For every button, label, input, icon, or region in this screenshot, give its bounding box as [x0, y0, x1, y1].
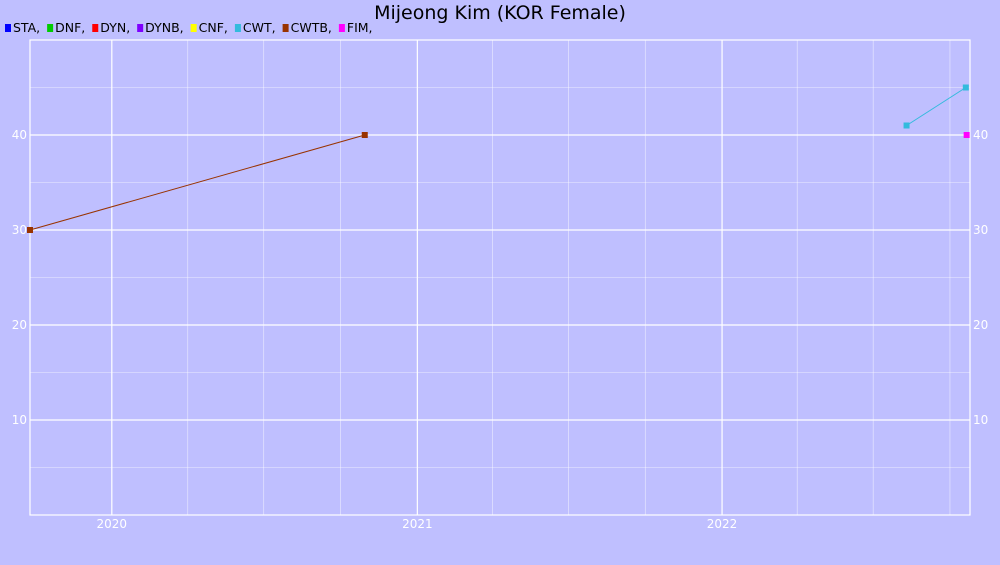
- y-tick-label-left-2: 30: [12, 223, 27, 237]
- y-tick-label-right-3: 40: [973, 128, 988, 142]
- y-tick-label-right-1: 20: [973, 318, 988, 332]
- grid: [30, 40, 970, 515]
- legend-swatch-5: [234, 24, 241, 32]
- point-fim-0: [963, 132, 970, 138]
- legend-label-1: DNF,: [55, 20, 85, 35]
- chart-title: Mijeong Kim (KOR Female): [374, 2, 626, 24]
- point-cwtb-0: [27, 227, 33, 233]
- point-cwtb-1: [361, 132, 368, 138]
- legend-label-6: CWTB,: [291, 20, 332, 35]
- x-axis: 2020 2021 2022: [97, 517, 738, 531]
- series-layer: [27, 84, 970, 233]
- y-tick-label-left-3: 40: [12, 128, 27, 142]
- legend-label-3: DYNB,: [145, 20, 183, 35]
- plot-border: [29, 39, 971, 516]
- legend-label-4: CNF,: [199, 20, 228, 35]
- legend-label-2: DYN,: [100, 20, 130, 35]
- legend-swatch-1: [47, 24, 54, 32]
- point-cwt-0: [903, 122, 910, 129]
- y-tick-label-right-0: 10: [973, 413, 988, 427]
- y-tick-label-left-0: 10: [12, 413, 27, 427]
- legend: STA, DNF, DYN, DYNB, CNF, CWT, CWTB, FIM,: [5, 20, 373, 35]
- series-line-cwtb: [29, 134, 365, 231]
- series-line-cwt: [906, 87, 967, 126]
- legend-label-7: FIM,: [347, 20, 373, 35]
- legend-label-5: CWT,: [243, 20, 276, 35]
- point-cwt-1: [962, 84, 969, 91]
- y-tick-label-right-2: 30: [973, 223, 988, 237]
- x-tick-label-2: 2022: [707, 517, 738, 531]
- legend-swatch-4: [190, 24, 197, 32]
- legend-swatch-3: [137, 24, 144, 32]
- legend-swatch-6: [282, 24, 289, 32]
- y-axis-left: 10 20 30 40: [12, 128, 27, 427]
- legend-label-0: STA,: [13, 20, 40, 35]
- plot-frame: [29, 39, 971, 516]
- legend-swatch-7: [338, 24, 345, 32]
- x-tick-label-1: 2021: [402, 517, 433, 531]
- x-tick-label-0: 2020: [97, 517, 128, 531]
- y-axis-right: 10 20 30 40: [973, 128, 988, 427]
- legend-swatch-0: [5, 24, 11, 32]
- legend-swatch-2: [92, 24, 99, 32]
- y-tick-label-left-1: 20: [12, 318, 27, 332]
